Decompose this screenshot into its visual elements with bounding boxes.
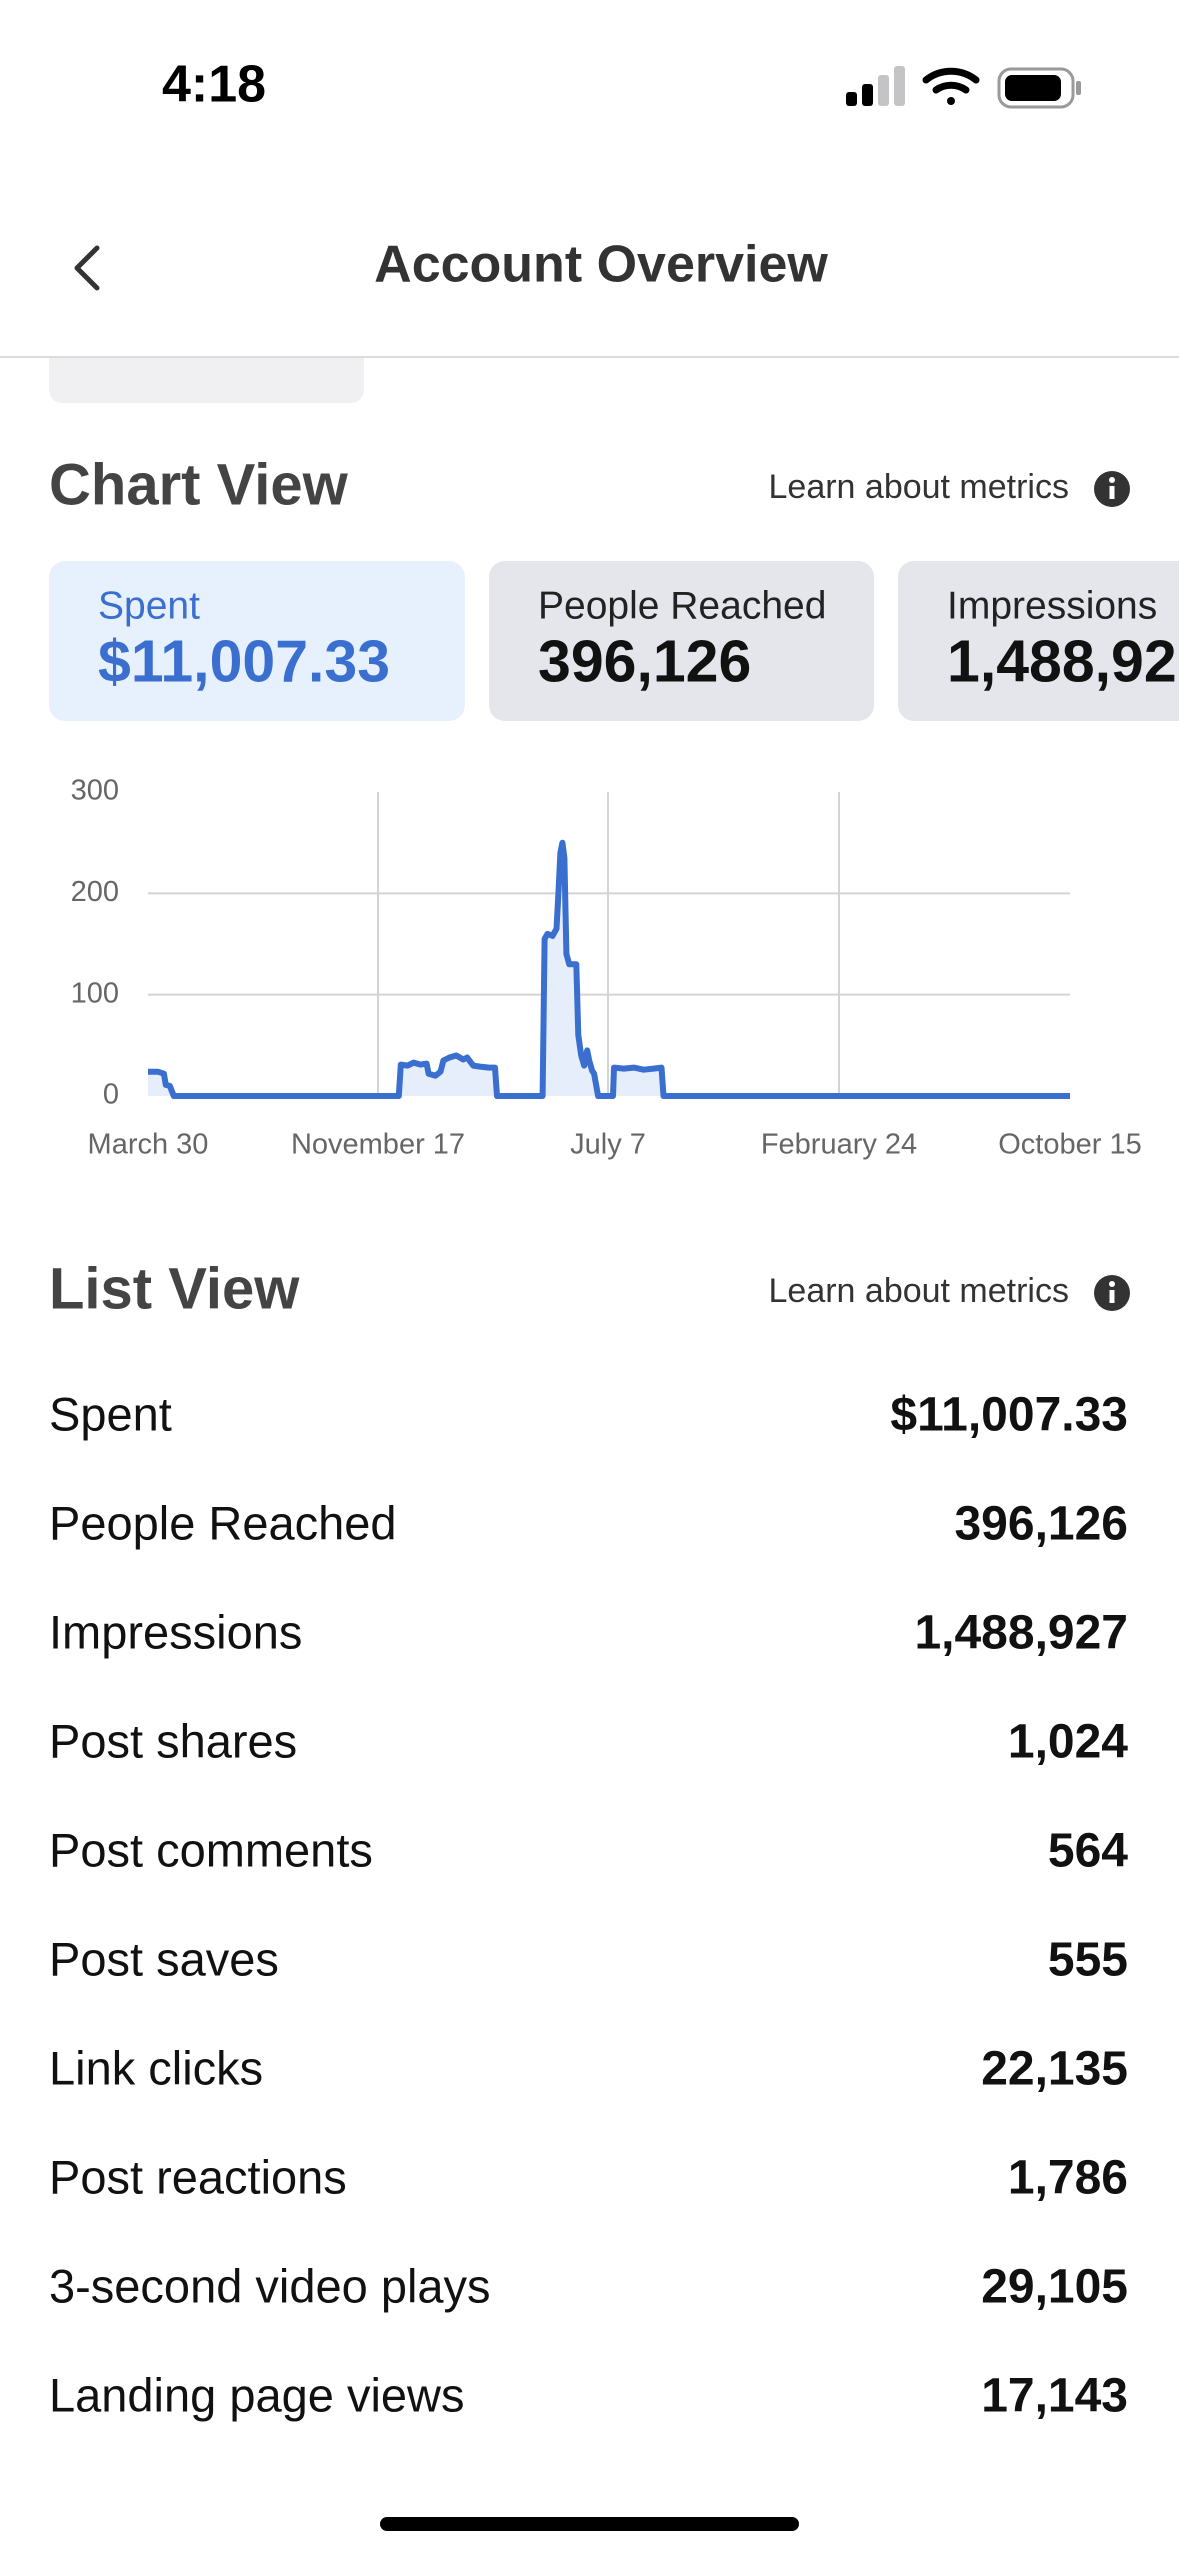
row-value: 564	[1048, 1825, 1128, 1878]
home-indicator	[380, 2517, 799, 2531]
status-time: 4:18	[162, 56, 266, 114]
x-tick-label: November 17	[291, 1129, 465, 1161]
section-title: List View	[49, 1256, 300, 1321]
row-value: 555	[1048, 1934, 1128, 1987]
y-tick-label: 0	[103, 1079, 119, 1111]
x-tick-label: February 24	[761, 1129, 917, 1161]
row-value: 29,105	[981, 2261, 1128, 2314]
line	[148, 839, 1070, 1099]
header-title: Account Overview	[374, 236, 828, 294]
row-label: Post comments	[49, 1823, 373, 1876]
card-value: 396,126	[538, 629, 751, 695]
row-label: 3-second video plays	[49, 2259, 491, 2312]
card-background	[898, 561, 1179, 721]
row-value: 1,488,927	[914, 1607, 1128, 1660]
row-label: Spent	[49, 1387, 172, 1440]
row-value: 22,135	[981, 2043, 1128, 2096]
card-label: Impressions	[947, 584, 1157, 627]
x-tick-label: March 30	[88, 1129, 209, 1161]
row-label: Landing page views	[49, 2368, 464, 2421]
row-value: $11,007.33	[890, 1389, 1128, 1442]
card-label: Spent	[98, 584, 200, 627]
row-label: People Reached	[49, 1496, 397, 1549]
card-background	[489, 561, 874, 721]
card-value: $11,007.33	[98, 629, 390, 695]
row-value: 1,786	[1008, 2152, 1128, 2205]
y-tick-label: 100	[71, 977, 119, 1009]
row-label: Post reactions	[49, 2150, 347, 2203]
battery-icon	[997, 67, 1081, 109]
scrolled-card	[49, 358, 364, 403]
section-title: Chart View	[49, 452, 349, 517]
signal-icon	[846, 66, 905, 106]
back-button[interactable]	[74, 245, 100, 291]
x-tick-label: July 7	[570, 1129, 646, 1161]
metrics-link[interactable]: Learn about metrics	[769, 468, 1070, 506]
y-tick-label: 300	[71, 775, 119, 807]
row-value: 1,024	[1008, 1716, 1128, 1769]
card-value: 1,488,927	[947, 629, 1179, 695]
row-label: Post shares	[49, 1714, 297, 1767]
y-tick-label: 200	[71, 876, 119, 908]
row-label: Link clicks	[49, 2041, 263, 2094]
wifi-icon	[922, 67, 980, 105]
x-tick-label: October 15	[998, 1129, 1141, 1161]
row-label: Impressions	[49, 1605, 302, 1658]
info-icon[interactable]	[1094, 1275, 1130, 1311]
card-label: People Reached	[538, 584, 826, 627]
row-label: Post saves	[49, 1932, 279, 1985]
row-value: 396,126	[954, 1498, 1128, 1551]
row-value: 17,143	[981, 2370, 1128, 2423]
metrics-link[interactable]: Learn about metrics	[769, 1272, 1070, 1310]
info-icon[interactable]	[1094, 471, 1130, 507]
card-background	[49, 561, 465, 721]
metric-card[interactable]: Spent$11,007.33	[49, 561, 465, 721]
